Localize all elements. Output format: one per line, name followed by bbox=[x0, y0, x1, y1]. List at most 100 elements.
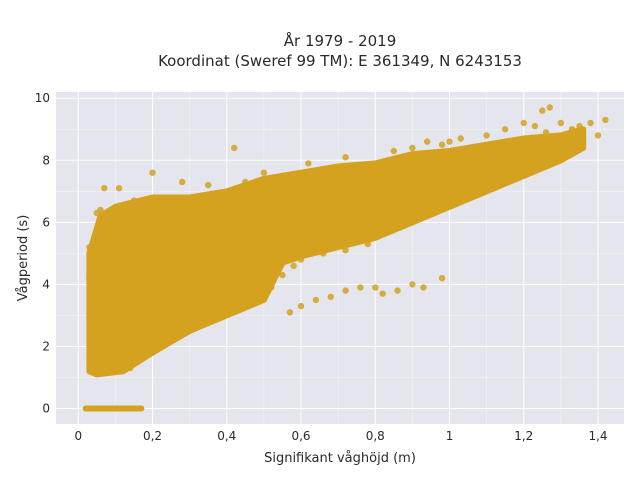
data-point-48 bbox=[216, 309, 223, 316]
data-point-36 bbox=[446, 197, 453, 204]
data-point-47 bbox=[231, 302, 238, 310]
data-point-63 bbox=[104, 219, 112, 226]
y-tick-label-1: 2 bbox=[42, 339, 50, 353]
data-point-87 bbox=[572, 129, 579, 136]
x-axis-ticks: 0 0,2 0,4 0,6 0,8 1 1,2 1,4 bbox=[74, 429, 607, 443]
x-tick-label-7: 1,4 bbox=[588, 429, 607, 443]
data-point-22 bbox=[539, 107, 546, 114]
data-point-7 bbox=[205, 181, 212, 189]
data-point-53 bbox=[134, 358, 141, 366]
data-point-16 bbox=[446, 138, 453, 145]
data-point-44 bbox=[279, 271, 286, 279]
data-point-76 bbox=[357, 284, 364, 291]
data-point-51 bbox=[164, 340, 171, 347]
y-tick-label-4: 8 bbox=[42, 153, 50, 167]
data-point-29 bbox=[594, 132, 602, 139]
data-point-85 bbox=[535, 138, 542, 145]
data-point-6 bbox=[179, 178, 186, 186]
data-point-89 bbox=[420, 172, 427, 179]
data-point-37 bbox=[427, 209, 435, 217]
data-point-91 bbox=[379, 188, 386, 195]
data-point-61 bbox=[86, 275, 93, 282]
y-tick-label-0: 0 bbox=[42, 401, 50, 415]
data-point-52 bbox=[149, 349, 156, 356]
y-tick-label-2: 4 bbox=[42, 277, 50, 291]
data-point-23 bbox=[546, 104, 553, 111]
data-point-79 bbox=[286, 309, 294, 316]
data-point-66 bbox=[242, 178, 249, 186]
data-point-43 bbox=[290, 262, 297, 269]
data-point-62 bbox=[86, 243, 93, 251]
data-point-56 bbox=[112, 368, 119, 375]
data-point-64 bbox=[130, 197, 138, 204]
data-point-15 bbox=[438, 141, 446, 148]
data-point-55 bbox=[119, 366, 127, 373]
y-tick-label-3: 6 bbox=[42, 215, 50, 229]
x-tick-label-4: 0,8 bbox=[366, 429, 385, 443]
data-point-0 bbox=[101, 185, 108, 192]
data-point-50 bbox=[179, 330, 186, 338]
data-point-19 bbox=[502, 126, 509, 133]
data-point-11 bbox=[342, 154, 349, 161]
data-point-95 bbox=[297, 219, 305, 226]
y-axis-title: Vågperiod (s) bbox=[16, 215, 31, 302]
data-point-65 bbox=[167, 200, 175, 207]
data-point-3 bbox=[231, 144, 238, 152]
chart-title-line2: Koordinat (Sweref 99 TM): E 361349, N 62… bbox=[158, 52, 522, 70]
data-point-60 bbox=[86, 358, 93, 366]
data-point-77 bbox=[312, 296, 320, 304]
data-point-5 bbox=[97, 206, 104, 214]
grid-lines bbox=[56, 92, 624, 424]
data-point-49 bbox=[197, 318, 204, 325]
data-point-42 bbox=[297, 256, 305, 263]
data-point-75 bbox=[342, 287, 349, 294]
data-point-73 bbox=[438, 275, 446, 282]
data-point-58 bbox=[97, 368, 104, 375]
x-tick-label-6: 1,2 bbox=[514, 429, 533, 443]
data-point-78 bbox=[297, 302, 305, 310]
data-point-82 bbox=[483, 163, 490, 170]
data-point-72 bbox=[420, 284, 427, 291]
data-point-71 bbox=[409, 281, 416, 288]
data-point-41 bbox=[320, 250, 327, 257]
data-point-94 bbox=[316, 212, 323, 220]
data-point-32 bbox=[528, 147, 535, 155]
data-point-30 bbox=[557, 141, 565, 148]
data-point-80 bbox=[453, 188, 461, 195]
data-point-81 bbox=[468, 175, 475, 183]
data-point-24 bbox=[557, 119, 565, 127]
data-point-1 bbox=[115, 185, 123, 192]
chart-title-line1: År 1979 - 2019 bbox=[284, 31, 397, 50]
data-point-90 bbox=[398, 181, 405, 189]
data-point-2 bbox=[149, 169, 156, 176]
x-tick-label-0: 0 bbox=[74, 429, 82, 443]
data-point-69 bbox=[379, 290, 386, 297]
data-point-31 bbox=[542, 129, 550, 136]
x-tick-label-5: 1 bbox=[446, 429, 454, 443]
data-point-74 bbox=[327, 293, 334, 300]
data-point-28 bbox=[602, 116, 609, 124]
data-point-33 bbox=[513, 163, 520, 170]
x-tick-label-2: 0,4 bbox=[217, 429, 236, 443]
data-point-54 bbox=[127, 364, 134, 372]
data-point-20 bbox=[520, 119, 527, 127]
data-point-12 bbox=[390, 147, 397, 155]
data-point-27 bbox=[587, 119, 594, 127]
data-point-14 bbox=[424, 138, 431, 145]
data-point-68 bbox=[372, 284, 379, 291]
data-point-57 bbox=[104, 369, 112, 376]
data-point-9 bbox=[305, 160, 312, 167]
x-tick-label-3: 0,6 bbox=[291, 429, 310, 443]
data-point-88 bbox=[438, 160, 446, 167]
data-point-45 bbox=[268, 284, 275, 291]
x-tick-label-1: 0,2 bbox=[143, 429, 162, 443]
data-point-70 bbox=[394, 287, 401, 294]
y-axis-ticks: 0 2 4 6 8 10 bbox=[35, 91, 50, 415]
data-point-38 bbox=[401, 222, 409, 229]
y-tick-label-5: 10 bbox=[35, 91, 50, 105]
data-point-10 bbox=[334, 169, 342, 176]
x-axis-title: Signifikant våghöjd (m) bbox=[264, 451, 416, 466]
data-point-34 bbox=[490, 172, 498, 179]
data-point-17 bbox=[457, 135, 464, 142]
